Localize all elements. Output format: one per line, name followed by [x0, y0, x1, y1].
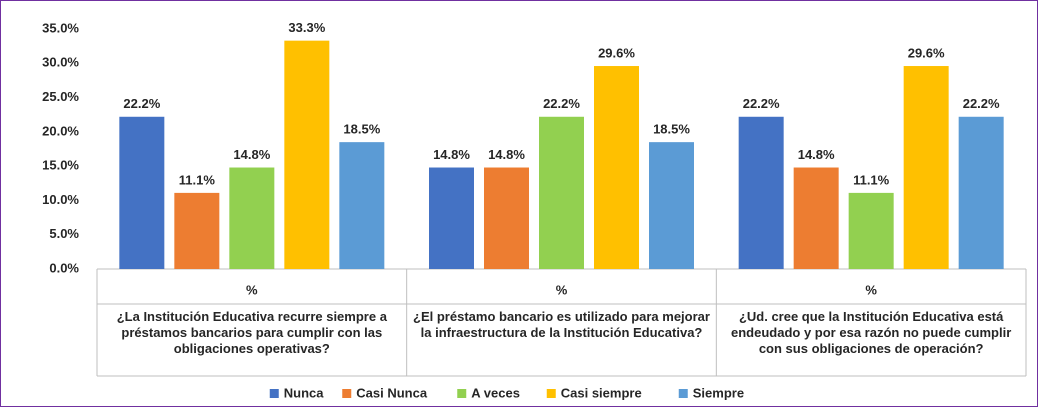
bar [429, 167, 474, 269]
legend-label: Casi Nunca [356, 385, 428, 400]
x-tick-label: % [556, 282, 568, 297]
data-label: 14.8% [488, 147, 525, 162]
data-label: 11.1% [179, 172, 216, 187]
data-label: 22.2% [543, 96, 580, 111]
data-label: 22.2% [963, 96, 1000, 111]
legend-swatch [269, 389, 279, 398]
legend-label: A veces [471, 385, 520, 400]
data-label: 14.8% [233, 147, 270, 162]
legend-swatch [546, 389, 556, 398]
y-tick-label: 35.0% [42, 20, 79, 35]
legend-swatch [457, 389, 467, 398]
group-label: ¿El préstamo bancario es utilizado para … [413, 309, 710, 340]
y-tick-label: 10.0% [42, 192, 79, 207]
bar [903, 66, 949, 270]
y-tick-label: 30.0% [42, 55, 79, 70]
bar [848, 192, 894, 269]
data-label: 29.6% [598, 45, 635, 60]
data-label: 18.5% [653, 122, 690, 137]
y-tick-label: 20.0% [42, 123, 79, 138]
bar [484, 167, 529, 269]
data-label: 14.8% [798, 147, 835, 162]
legend-label: Casi siempre [561, 385, 642, 400]
bar [119, 116, 165, 270]
data-label: 29.6% [908, 45, 945, 60]
group-label: ¿Ud. cree que la Institución Educativa e… [731, 309, 1012, 356]
data-label: 22.2% [123, 96, 160, 111]
y-tick-label: 0.0% [49, 260, 79, 275]
bar [738, 116, 784, 270]
bar [958, 116, 1004, 270]
bar [539, 116, 584, 270]
bar [594, 66, 639, 270]
data-label: 22.2% [743, 96, 780, 111]
bar [284, 40, 330, 270]
data-label: 33.3% [288, 20, 325, 35]
x-tick-label: % [246, 282, 258, 297]
legend-label: Siempre [693, 385, 744, 400]
data-label: 18.5% [343, 122, 380, 137]
group-label: ¿La Institución Educativa recurre siempr… [116, 309, 387, 356]
legend-label: Nunca [284, 385, 325, 400]
data-label: 11.1% [853, 172, 890, 187]
bar [649, 142, 694, 269]
legend-swatch [678, 389, 688, 398]
y-tick-label: 5.0% [49, 226, 79, 241]
bar [793, 167, 839, 269]
data-label: 14.8% [433, 147, 470, 162]
legend-swatch [342, 389, 352, 398]
bar [174, 192, 220, 269]
x-tick-label: % [865, 282, 877, 297]
bar [339, 142, 385, 269]
y-tick-label: 15.0% [42, 158, 79, 173]
bar [229, 167, 275, 269]
y-tick-label: 25.0% [42, 89, 79, 104]
